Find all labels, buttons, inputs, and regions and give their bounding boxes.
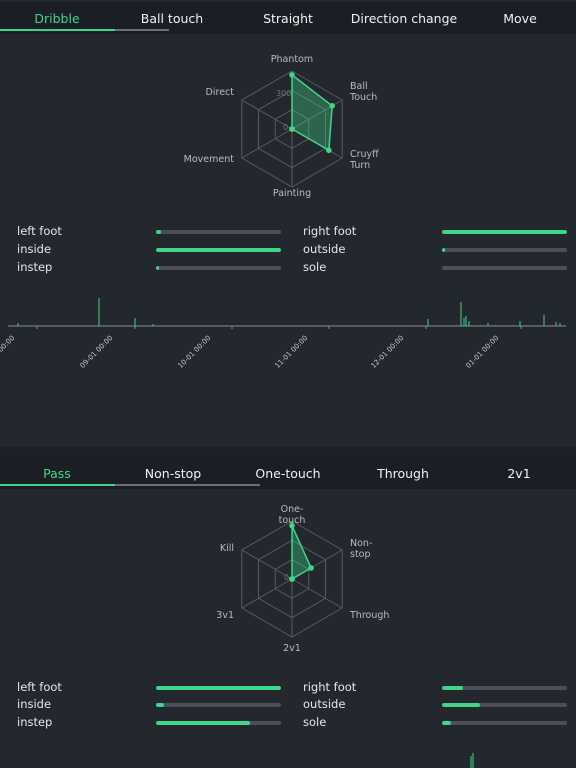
radar-point	[329, 103, 335, 109]
radar-point	[289, 522, 295, 529]
dribble-tab-bar: Dribble Ball touch Straight Direction ch…	[0, 2, 576, 34]
foot-bar-fill	[156, 703, 164, 707]
foot-label-right-foot: right foot	[303, 680, 357, 694]
section-separator	[0, 447, 576, 459]
tab-underline	[115, 484, 260, 486]
foot-bar-fill	[156, 721, 250, 725]
timeline-label: 09-01 00:00	[78, 334, 115, 370]
foot-bar-fill	[156, 230, 161, 234]
foot-bar-sole	[442, 721, 567, 725]
tab-underline	[115, 29, 169, 31]
tab-dribble[interactable]: Dribble	[34, 11, 80, 26]
radar-axis-label-cruyff-turn: Cruyff Turn	[350, 149, 379, 171]
tab-non-stop[interactable]: Non-stop	[144, 466, 202, 481]
dribble-radar-svg	[241, 70, 343, 188]
timeline-label: 01-01 00:00	[464, 334, 501, 370]
tab-indicator	[0, 29, 115, 31]
pass-tab-bar: Pass Non-stop One-touch Through 2v1	[0, 457, 576, 489]
dribble-radar-chart: Phantom Ball Touch Cruyff Turn Painting …	[0, 52, 576, 212]
timeline-label: 12-01 00:00	[369, 334, 406, 370]
foot-label-inside: inside	[17, 697, 52, 711]
radar-spoke	[241, 128, 293, 159]
pass-radar-chart: One-touch Non-stop Through 2v1 3v1 Kill …	[0, 502, 576, 662]
foot-label-sole: sole	[303, 715, 327, 729]
timeline-label: 11-01 00:00	[273, 334, 310, 370]
pass-activity-timeline	[470, 753, 474, 768]
radar-point	[289, 72, 295, 78]
foot-bar-left-foot	[156, 686, 281, 690]
radar-point	[326, 147, 332, 154]
radar-axis-label-2v1: 2v1	[283, 643, 301, 654]
foot-bar-outside	[442, 248, 567, 252]
radar-area	[291, 73, 333, 152]
foot-bar-fill	[156, 266, 159, 270]
radar-axis-label-phantom: Phantom	[270, 54, 314, 65]
radar-axis-label-3v1: 3v1	[216, 610, 234, 621]
foot-label-right-foot: right foot	[303, 224, 357, 238]
radar-axis-label-through: Through	[350, 610, 390, 621]
foot-bar-left-foot	[156, 230, 281, 234]
foot-label-inside: inside	[17, 242, 52, 256]
foot-bar-fill	[442, 230, 567, 234]
foot-label-sole: sole	[303, 260, 327, 274]
radar-spoke	[291, 578, 343, 609]
timeline-label: 08-01 00:00	[0, 334, 17, 370]
tab-2v1[interactable]: 2v1	[507, 466, 531, 481]
foot-label-outside: outside	[303, 697, 346, 711]
foot-bar-fill	[442, 703, 480, 707]
tab-pass[interactable]: Pass	[43, 466, 71, 481]
radar-spoke	[241, 549, 293, 580]
radar-area	[291, 525, 313, 581]
foot-label-instep: instep	[17, 715, 53, 729]
timeline-label: 10-01 00:00	[176, 334, 213, 370]
foot-bar-fill	[442, 248, 445, 252]
foot-label-outside: outside	[303, 242, 346, 256]
radar-axis-label-movement: Movement	[183, 154, 234, 165]
foot-bar-instep	[156, 721, 281, 725]
radar-axis-label-non-stop: Non-stop	[350, 538, 373, 560]
radar-axis-label-kill: Kill	[219, 543, 234, 554]
radar-axis-label-ball-touch: Ball Touch	[350, 81, 378, 103]
foot-label-left-foot: left foot	[17, 680, 62, 694]
dribble-activity-timeline: 08-01 00:00 09-01 00:00 10-01 00:00 11-0…	[0, 290, 576, 410]
tab-ball-touch[interactable]: Ball touch	[140, 11, 204, 26]
radar-axis-label-one-touch: One-touch	[278, 504, 306, 526]
tab-straight[interactable]: Straight	[263, 11, 313, 26]
radar-spoke	[241, 578, 293, 609]
tab-through[interactable]: Through	[377, 466, 429, 481]
foot-bar-fill	[442, 686, 464, 690]
foot-bar-inside	[156, 703, 281, 707]
timeline-plot	[8, 298, 566, 329]
radar-tick-zero: 0	[283, 123, 289, 132]
foot-bar-instep	[156, 266, 281, 270]
foot-label-instep: instep	[17, 260, 53, 274]
radar-point	[289, 126, 295, 132]
tab-indicator	[0, 484, 115, 486]
pass-radar-svg	[241, 520, 343, 638]
foot-bar-right-foot	[442, 230, 567, 234]
foot-label-left-foot: left foot	[17, 224, 62, 238]
radar-spoke	[241, 99, 293, 130]
tab-direction-change[interactable]: Direction change	[350, 11, 458, 26]
foot-bar-sole	[442, 266, 567, 270]
radar-axis-label-direct: Direct	[205, 87, 234, 98]
tab-one-touch[interactable]: One-touch	[255, 466, 321, 481]
foot-bar-inside	[156, 248, 281, 252]
radar-point	[308, 565, 314, 571]
foot-bar-fill	[156, 686, 281, 690]
radar-axis-label-painting: Painting	[272, 188, 312, 199]
radar-point	[289, 576, 295, 582]
foot-bar-right-foot	[442, 686, 567, 690]
tab-move[interactable]: Move	[503, 11, 537, 26]
radar-tick-max: 300	[276, 89, 292, 98]
foot-bar-fill	[442, 721, 451, 725]
radar-tick-zero: 0	[284, 573, 290, 582]
foot-bar-outside	[442, 703, 567, 707]
foot-bar-fill	[156, 248, 281, 252]
